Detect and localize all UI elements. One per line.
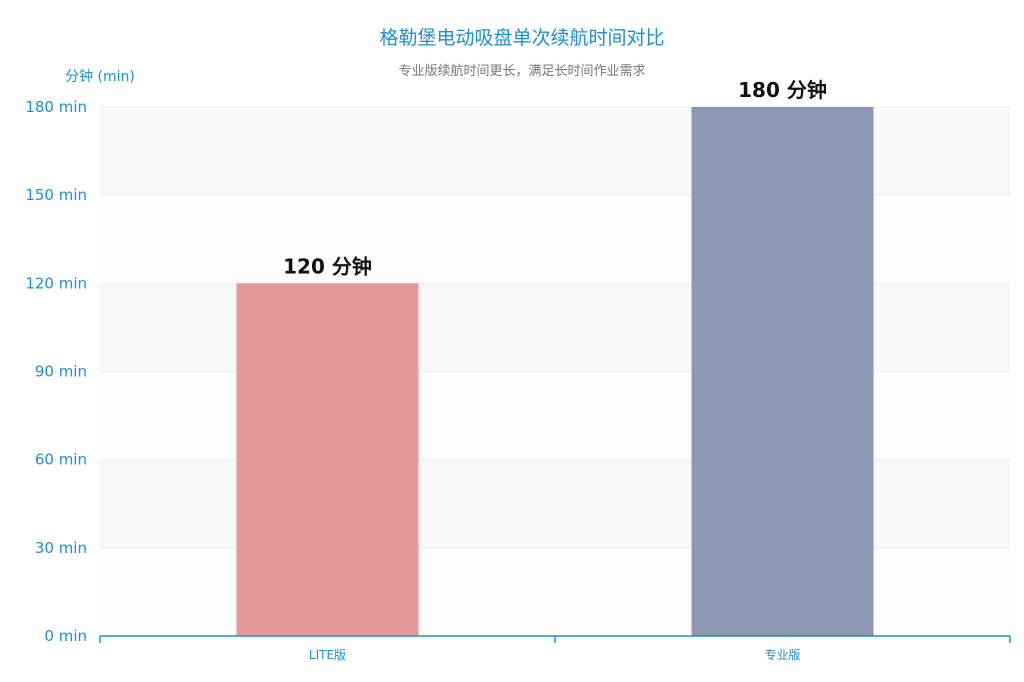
bar [236, 283, 419, 636]
x-tick-label: 专业版 [764, 647, 800, 662]
chart-title: 格勒堡电动吸盘单次续航时间对比 [379, 27, 664, 49]
y-tick-label: 0 min [44, 627, 87, 645]
data-label: 180 分钟 [738, 78, 827, 102]
y-tick-label: 120 min [25, 274, 87, 292]
y-tick-label: 180 min [25, 98, 87, 116]
x-tick-label: LITE版 [309, 648, 346, 662]
y-tick-label: 90 min [35, 363, 87, 381]
bar [691, 107, 874, 636]
chart-subtitle: 专业版续航时间更长，满足长时间作业需求 [398, 63, 645, 79]
y-tick-label: 150 min [25, 186, 87, 204]
y-axis-label: 分钟 (min) [65, 68, 135, 85]
y-tick-label: 60 min [35, 451, 87, 469]
y-tick-label: 30 min [35, 539, 87, 557]
data-label: 120 分钟 [283, 254, 372, 278]
